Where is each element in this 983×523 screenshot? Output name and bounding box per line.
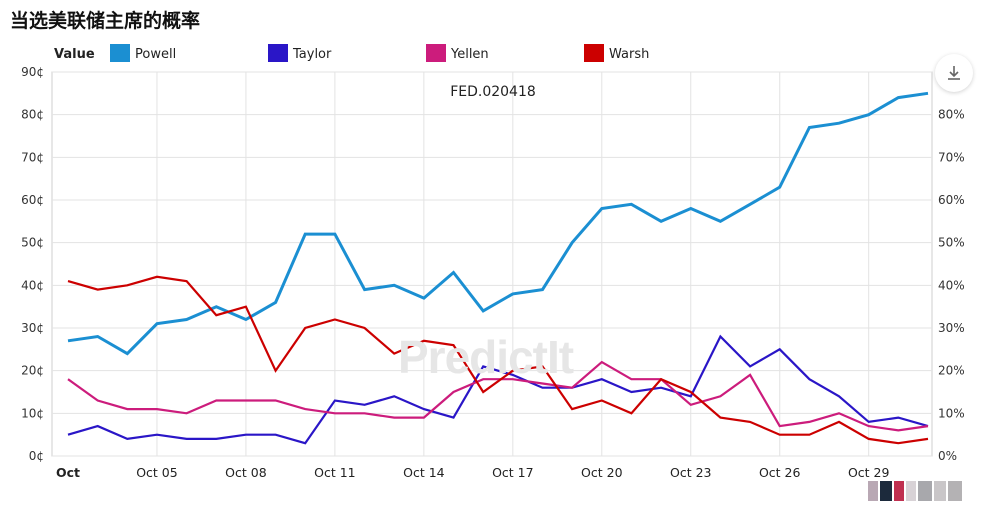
series-line-powell — [67, 91, 929, 356]
x-tick-label: Oct 05 — [136, 465, 178, 480]
y-tick-label-right: 50% — [938, 236, 965, 250]
series-line-yellen — [67, 360, 929, 432]
y-tick-label-left: 0¢ — [29, 449, 44, 463]
y-tick-label-left: 90¢ — [21, 65, 44, 79]
legend-entry-yellen: Yellen — [450, 47, 489, 62]
pixelated-corner-mark — [868, 478, 978, 504]
legend-label: Value — [54, 47, 95, 62]
series-line-taylor — [67, 334, 929, 445]
legend-swatch-warsh — [584, 44, 604, 62]
y-tick-label-left: 50¢ — [21, 236, 44, 250]
y-tick-label-left: 40¢ — [21, 278, 44, 292]
y-tick-label-right: 10% — [938, 406, 965, 420]
y-tick-label-left: 30¢ — [21, 321, 44, 335]
x-tick-label: Oct 23 — [670, 465, 712, 480]
page-title: 当选美联储主席的概率 — [10, 10, 201, 32]
legend-swatch-powell — [110, 44, 130, 62]
y-tick-label-right: 60% — [938, 193, 965, 207]
x-tick-label: Oct 20 — [581, 465, 623, 480]
y-tick-label-left: 70¢ — [21, 150, 44, 164]
x-tick-label: Oct 26 — [759, 465, 801, 480]
y-tick-label-left: 10¢ — [21, 406, 44, 420]
x-tick-label: Oct 29 — [848, 465, 890, 480]
fullscreen-button[interactable] — [935, 54, 973, 92]
y-tick-label-right: 70% — [938, 150, 965, 164]
y-tick-label-right: 20% — [938, 364, 965, 378]
x-tick-label: Oct 17 — [492, 465, 534, 480]
legend: Value Powell Taylor Yellen Warsh — [54, 44, 649, 62]
legend-swatch-yellen — [426, 44, 446, 62]
y-tick-label-left: 20¢ — [21, 364, 44, 378]
legend-entry-warsh: Warsh — [609, 47, 649, 62]
legend-entry-powell: Powell — [135, 47, 176, 62]
axis-layer: 0¢ 0% 10¢ 10% 20¢ 20% 30¢ 30% 40¢ 40% 50¢ 50% 60¢ 60%… — [21, 65, 965, 480]
expand-icon — [948, 66, 960, 80]
y-tick-label-right: 0% — [938, 449, 957, 463]
legend-swatch-taylor — [268, 44, 288, 62]
plot-frame — [51, 71, 933, 457]
x-tick-label: Oct 14 — [403, 465, 445, 480]
series-line-warsh — [67, 275, 929, 445]
y-tick-label-right: 80% — [938, 108, 965, 122]
x-tick-label: Oct — [56, 465, 80, 480]
y-tick-label-left: 60¢ — [21, 193, 44, 207]
x-tick-label: Oct 11 — [314, 465, 356, 480]
y-tick-label-right: 30% — [938, 321, 965, 335]
grid-layer — [51, 71, 933, 457]
y-tick-label-right: 40% — [938, 278, 965, 292]
watermark: PredictIt — [398, 331, 574, 383]
chart-annotation: FED.020418 — [450, 84, 536, 100]
y-tick-label-left: 80¢ — [21, 108, 44, 122]
x-tick-label: Oct 08 — [225, 465, 267, 480]
series-layer — [67, 91, 929, 445]
legend-entry-taylor: Taylor — [292, 47, 332, 62]
